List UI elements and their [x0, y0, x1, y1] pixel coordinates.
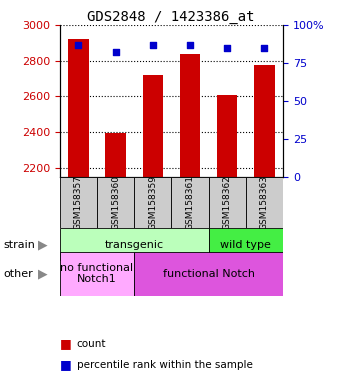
Point [262, 45, 267, 51]
Text: GSM158360: GSM158360 [111, 175, 120, 230]
Bar [60, 177, 97, 228]
Bar [134, 177, 171, 228]
Bar [105, 133, 126, 384]
Text: GDS2848 / 1423386_at: GDS2848 / 1423386_at [87, 10, 254, 23]
Bar [172, 177, 209, 228]
Point [76, 41, 81, 48]
Text: ▶: ▶ [38, 238, 47, 251]
Text: GSM158362: GSM158362 [223, 175, 232, 230]
Bar [254, 65, 275, 384]
Text: GSM158359: GSM158359 [148, 175, 157, 230]
Bar [60, 228, 209, 261]
Point [187, 41, 193, 48]
Text: functional Notch: functional Notch [163, 268, 255, 279]
Text: GSM158363: GSM158363 [260, 175, 269, 230]
Text: percentile rank within the sample: percentile rank within the sample [77, 360, 253, 370]
Bar [209, 177, 246, 228]
Bar [60, 252, 134, 296]
Text: no functional
Notch1: no functional Notch1 [60, 263, 133, 285]
Text: strain: strain [3, 240, 35, 250]
Text: transgenic: transgenic [105, 240, 164, 250]
Bar [68, 39, 89, 384]
Text: ■: ■ [60, 337, 71, 350]
Bar [134, 252, 283, 296]
Text: GSM158361: GSM158361 [186, 175, 194, 230]
Bar [246, 177, 283, 228]
Text: GSM158357: GSM158357 [74, 175, 83, 230]
Bar [97, 177, 134, 228]
Bar [180, 53, 200, 384]
Text: ■: ■ [60, 358, 71, 371]
Bar [143, 75, 163, 384]
Text: ▶: ▶ [38, 267, 47, 280]
Point [113, 49, 118, 55]
Text: count: count [77, 339, 106, 349]
Point [150, 41, 155, 48]
Point [224, 45, 230, 51]
Bar [209, 228, 283, 261]
Text: other: other [3, 268, 33, 279]
Text: wild type: wild type [220, 240, 271, 250]
Bar [217, 96, 237, 384]
